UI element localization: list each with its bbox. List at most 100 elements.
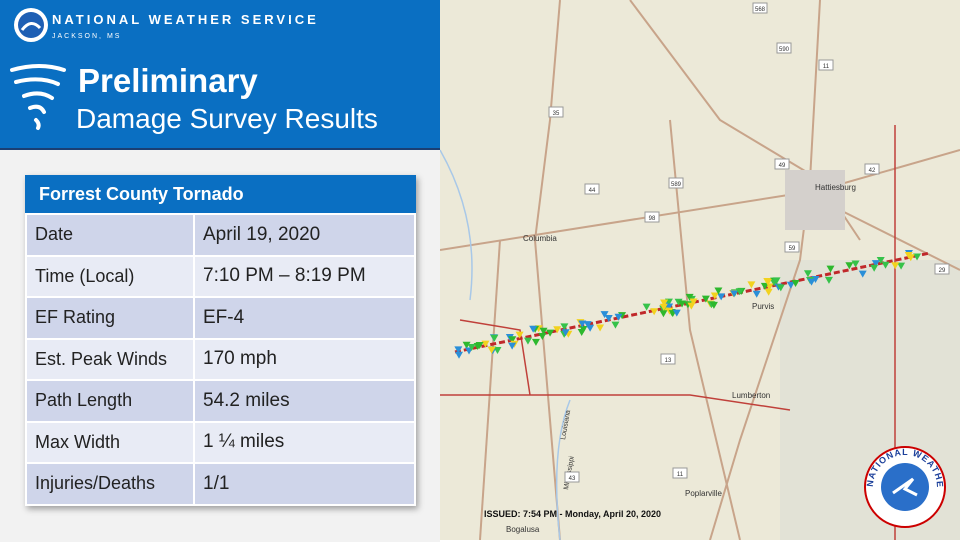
value-cell: EF-4 [193,296,416,340]
place-label: Bogalusa [506,525,540,534]
table-row: Injuries/Deaths 1/1 [25,462,416,506]
damage-marker [763,278,772,286]
office: JACKSON, MS [52,33,121,40]
label-cell: Injuries/Deaths [25,462,195,506]
title-line2: Damage Survey Results [76,103,378,134]
damage-marker [876,256,885,264]
route-shield [548,106,564,118]
route-shield [564,471,580,483]
damage-marker [596,324,605,332]
damage-marker [891,262,900,270]
damage-marker [462,341,471,349]
damage-marker [454,346,463,354]
route-shield [774,158,790,170]
damage-marker [515,331,524,339]
damage-marker [752,290,761,298]
damage-marker [735,288,744,296]
damage-marker [508,342,517,350]
table-row: Est. Peak Winds 170 mph [25,337,416,381]
logo-swirl [20,22,42,31]
damage-marker [650,308,659,316]
damage-marker [523,337,532,345]
damage-marker [845,262,854,270]
damage-marker [578,320,587,328]
route-shield [784,241,800,253]
route-number: 98 [649,216,656,222]
place-label: Poplarville [685,489,722,498]
place-label: Lumberton [732,391,770,400]
label-cell: EF Rating [25,296,195,340]
route-number: 589 [671,182,682,188]
route-shield [934,263,950,275]
route-shield [818,59,834,71]
table-row: Date April 19, 2020 [25,213,416,257]
table-row: Path Length 54.2 miles [25,379,416,423]
rivers [440,149,571,540]
place-label: Purvis [752,302,774,311]
damage-marker [614,313,623,321]
damage-marker [701,295,710,303]
damage-marker [807,278,816,286]
damage-marker [577,328,586,336]
label-cell: Path Length [25,379,195,423]
damage-marker [730,290,739,298]
route-shield [584,183,600,195]
damage-marker [531,338,540,346]
damage-marker [871,260,880,268]
damage-marker [897,262,906,270]
damage-marker [672,309,681,317]
tornado-icon [10,64,66,130]
damage-marker [851,260,860,268]
damage-marker [604,314,613,322]
route-number: 590 [779,47,790,53]
title-line1: Preliminary [78,62,258,99]
route-number: 29 [939,268,946,274]
damage-marker [906,254,915,262]
damage-marker [665,303,674,311]
route-shield [672,467,688,479]
route-shield [776,42,792,54]
value-cell: 1 ¼ miles [193,420,416,464]
map: Hattiesburg Columbia Purvis Lumberton Poplar… [440,0,960,540]
damage-marker [674,298,683,306]
damage-marker [747,281,756,289]
damage-marker [659,303,668,311]
damage-marker [870,264,879,272]
route-number: 44 [589,188,596,194]
label-cell: Max Width [25,420,195,464]
route-shield [864,163,880,175]
roads [440,0,960,540]
damage-marker [824,276,833,284]
place-label: Columbia [523,234,557,243]
label-cell: Est. Peak Winds [25,337,195,381]
damage-marker [481,340,490,348]
damage-marker [913,253,922,261]
damage-marker [611,321,620,329]
issued: ISSUED: 7:54 PM - Monday, April 20, 2020 [484,509,661,519]
route-number: 42 [869,168,876,174]
damage-marker [786,281,795,289]
damage-marker [490,334,499,342]
nws-seal: NATIONAL WEATHER SERVICE [864,446,946,528]
label-cell: Date [25,213,195,257]
route-number: 568 [755,7,766,13]
route-shield [660,353,676,365]
label-cell: Time (Local) [25,254,195,298]
damage-marker [660,299,669,307]
route-number: 49 [779,163,786,169]
route-number: 35 [553,111,560,117]
damage-marker [546,329,555,337]
damage-marker [493,347,502,355]
damage-marker [508,336,517,344]
damage-marker [760,282,769,290]
damage-marker [600,311,609,319]
damage-marker [710,292,719,300]
survey-table: Forrest County Tornado Date April 19, 202… [25,175,416,506]
damage-points [454,250,922,359]
damage-marker [539,327,548,335]
damage-marker [560,323,569,331]
damage-marker [561,329,570,337]
damage-marker [772,277,781,285]
damage-marker [764,288,773,296]
route-number: 11 [677,472,684,478]
